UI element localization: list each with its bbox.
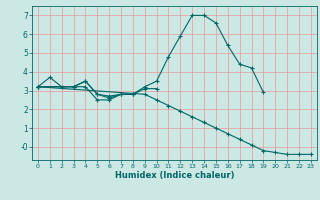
X-axis label: Humidex (Indice chaleur): Humidex (Indice chaleur) <box>115 171 234 180</box>
